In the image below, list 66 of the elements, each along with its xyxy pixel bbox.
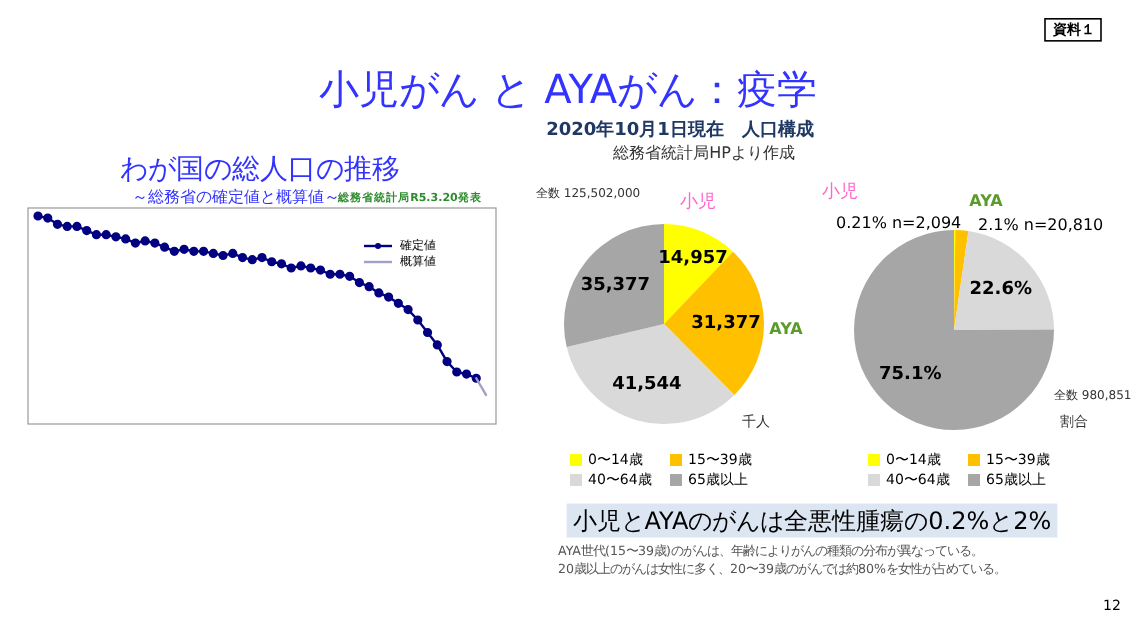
point — [91, 230, 102, 240]
point — [276, 259, 287, 269]
point — [267, 257, 277, 267]
point — [121, 234, 131, 244]
point — [374, 288, 384, 298]
pie-slice — [564, 224, 664, 348]
point — [364, 282, 374, 292]
point — [111, 232, 121, 242]
data-label: 41,544 — [612, 374, 682, 395]
text: AYA — [769, 320, 805, 339]
point — [452, 367, 462, 377]
text: AYA — [969, 192, 1005, 211]
point — [208, 248, 218, 259]
point — [442, 357, 452, 367]
text: 2.1% n=20,810 — [978, 216, 1104, 235]
point — [52, 219, 63, 229]
point — [228, 248, 238, 259]
point — [422, 327, 433, 338]
point — [403, 305, 413, 315]
data-label: 35,377 — [580, 276, 651, 297]
data-label: 75.1% — [879, 364, 942, 385]
point — [257, 253, 267, 263]
point — [345, 271, 355, 281]
point — [315, 265, 326, 275]
point — [218, 250, 228, 261]
point — [286, 263, 296, 273]
point — [461, 369, 472, 379]
data-label: 22.6% — [969, 280, 1033, 301]
data-label: 31,377 — [691, 314, 761, 335]
text: 小児 — [680, 190, 716, 213]
chart-title: わが国の総人口の推移 — [120, 153, 400, 186]
point — [130, 238, 140, 248]
chart-subtitle: 総務省統計局HPより作成 — [611, 144, 795, 163]
text: 小児 — [822, 180, 858, 203]
point — [33, 211, 43, 221]
point — [43, 213, 53, 223]
point — [247, 255, 257, 265]
point — [62, 221, 72, 231]
point — [198, 246, 209, 256]
point — [169, 246, 179, 256]
point — [432, 340, 442, 350]
point — [237, 253, 248, 263]
pie-slice — [954, 230, 969, 330]
point — [82, 225, 92, 236]
point — [306, 263, 316, 273]
text: 0.21% n=2,094 — [836, 214, 962, 233]
point — [413, 315, 423, 325]
point — [384, 292, 394, 302]
point — [72, 221, 82, 231]
point — [354, 277, 364, 288]
text: 小児とAYAのがんは全悪性腫瘍の0.2%と2% — [572, 506, 1052, 535]
text: 小児がん と AYAがん：疫学 — [318, 64, 818, 113]
chart-subtitle: ～総務省の確定値と概算値～ — [132, 188, 340, 207]
point — [179, 244, 189, 254]
point — [325, 269, 335, 279]
point — [393, 298, 403, 308]
point — [189, 246, 199, 256]
point — [101, 230, 111, 240]
point — [160, 242, 170, 252]
point — [335, 269, 345, 279]
pie-slice — [954, 231, 1054, 330]
point — [140, 236, 150, 246]
point — [150, 238, 160, 248]
chart-title: 2020年10月1日現在 人口構成 — [546, 118, 814, 141]
point — [296, 261, 306, 271]
pie-slice — [854, 230, 1054, 430]
